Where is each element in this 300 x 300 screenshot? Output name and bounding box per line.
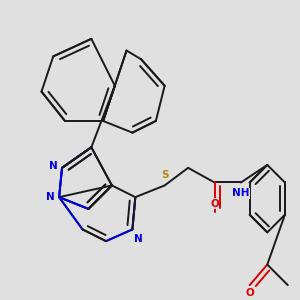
Text: O: O — [210, 199, 219, 209]
Text: NH: NH — [232, 188, 250, 198]
Text: O: O — [245, 288, 254, 298]
Text: S: S — [161, 169, 168, 180]
Text: N: N — [46, 192, 55, 202]
Text: N: N — [49, 161, 58, 171]
Text: N: N — [134, 234, 142, 244]
